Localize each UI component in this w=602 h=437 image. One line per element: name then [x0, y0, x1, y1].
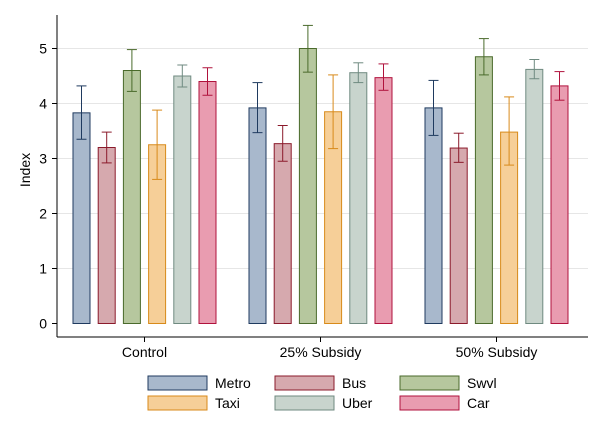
bar: [72, 112, 91, 324]
bar: [298, 48, 317, 324]
legend-label: Uber: [342, 395, 373, 411]
bar: [374, 77, 393, 325]
x-category-label: 50% Subsidy: [456, 344, 538, 360]
y-tick-label: 1: [39, 261, 47, 277]
bar-group: [72, 49, 217, 324]
x-category-label: 25% Subsidy: [280, 344, 362, 360]
y-tick-label: 4: [39, 96, 47, 112]
bar-group: [424, 38, 569, 325]
legend-swatch: [147, 395, 208, 411]
legend-item: Swvl: [399, 375, 497, 391]
bar: [474, 56, 493, 324]
legend-label: Bus: [342, 375, 366, 391]
legend-item: Metro: [147, 375, 251, 391]
x-category-label: Control: [122, 344, 167, 360]
axes: 0 1 2 3 4 5 Control 25% Subsidy 50% Subsidy: [39, 15, 588, 360]
legend-swatch: [274, 395, 335, 411]
y-tick-label: 3: [39, 151, 47, 167]
gridlines: [57, 48, 588, 269]
y-tick-label: 2: [39, 206, 47, 222]
bar: [449, 147, 468, 324]
bar: [122, 70, 141, 324]
y-axis-title: Index: [17, 153, 33, 187]
legend-item: Car: [399, 395, 490, 411]
legend-swatch: [147, 375, 208, 391]
legend-swatch: [399, 375, 460, 391]
bar: [273, 143, 292, 324]
legend-label: Swvl: [467, 375, 497, 391]
bar: [349, 72, 368, 324]
bar: [525, 68, 544, 325]
legend-label: Metro: [215, 375, 251, 391]
bar: [198, 81, 217, 324]
legend: Metro Bus Swvl Taxi Uber Car: [147, 375, 497, 411]
bar-group: [248, 24, 393, 325]
legend-label: Car: [467, 395, 490, 411]
bar: [550, 85, 569, 325]
bar: [248, 107, 267, 325]
bar: [173, 75, 192, 324]
legend-item: Taxi: [147, 395, 240, 411]
bar-groups: [72, 24, 569, 325]
bar: [424, 107, 443, 325]
legend-swatch: [274, 375, 335, 391]
legend-swatch: [399, 395, 460, 411]
legend-item: Bus: [274, 375, 366, 391]
legend-label: Taxi: [215, 395, 240, 411]
bar: [97, 147, 116, 324]
y-tick-label: 0: [39, 316, 47, 332]
y-tick-label: 5: [39, 41, 47, 57]
legend-item: Uber: [274, 395, 373, 411]
